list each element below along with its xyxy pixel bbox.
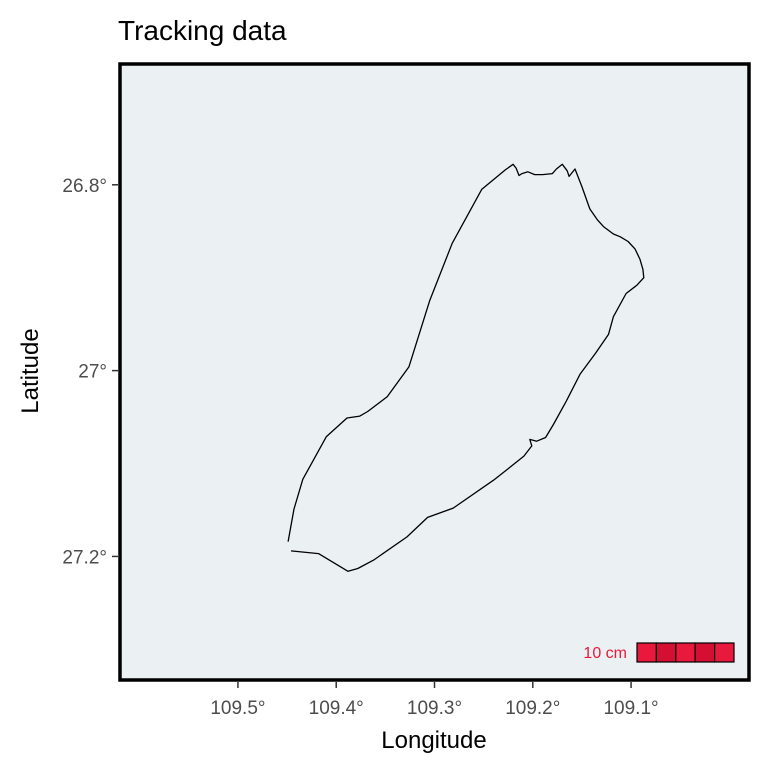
scale-bar-segment xyxy=(713,642,735,663)
plot-panel xyxy=(120,64,749,680)
plot-border xyxy=(118,62,751,682)
x-tick-label: 109.3° xyxy=(407,698,462,719)
x-axis-title: Longitude xyxy=(381,727,486,754)
y-axis: 26.8° 27° 27.2° xyxy=(62,176,118,568)
scale-bar-label: 10 cm xyxy=(583,645,627,662)
scale-bar-segment xyxy=(694,642,716,663)
x-tick-label: 109.4° xyxy=(309,698,364,719)
scale-bar-segment xyxy=(655,642,677,663)
x-tick-label: 109.1° xyxy=(603,698,658,719)
track-group xyxy=(287,163,645,572)
x-tick-label: 109.2° xyxy=(505,698,560,719)
scale-bar-segment xyxy=(636,642,657,663)
y-tick-label: 27° xyxy=(78,362,107,383)
y-tick-label: 27.2° xyxy=(62,547,107,568)
y-tick-label: 26.8° xyxy=(62,176,107,197)
y-axis-title: Latitude xyxy=(17,328,44,413)
track-line xyxy=(287,163,645,572)
scale-bar-segment xyxy=(675,642,696,663)
scale-bar: 10 cm xyxy=(583,642,735,663)
chart-title: Tracking data xyxy=(118,15,287,46)
x-tick-label: 109.5° xyxy=(210,698,265,719)
x-axis: 109.5° 109.4° 109.3° 109.2° 109.1° xyxy=(210,682,659,719)
